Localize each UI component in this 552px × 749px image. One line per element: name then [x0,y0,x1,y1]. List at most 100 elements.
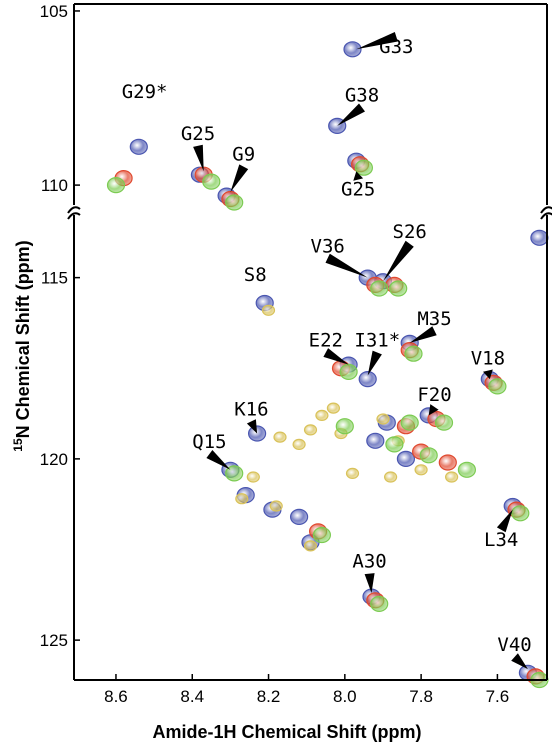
peak-green [225,194,244,211]
peak-yellow [246,471,260,483]
annotation-arrow [325,253,368,278]
peak-green [511,505,530,522]
y-axis-title-main: N Chemical Shift (ppm) [13,240,33,438]
peak-green [370,595,389,613]
peak-yellow [315,409,329,421]
annotation-arrow [383,240,414,282]
peak-label: S26 [393,221,427,243]
annotation-arrow [409,326,437,343]
peak-label: F20 [417,384,451,406]
annotation-arrow [428,404,439,416]
peak-blue [396,450,415,467]
peak-label: G29* [122,81,168,103]
peak-yellow [303,540,318,552]
y-tick-label: 110 [41,176,68,195]
peak-label: L34 [484,529,518,551]
annotation-arrow [367,350,382,376]
x-tick-label: 8.0 [333,687,357,706]
x-axis-title: Amide-1H Chemical Shift (ppm) [152,722,421,742]
axis-break-mark [67,212,81,220]
peak-green [385,436,404,453]
x-tick-label: 8.4 [180,687,204,706]
annotation-arrow [193,144,204,172]
peak-green [488,378,507,395]
peak-green [225,465,244,482]
peak-label: G25 [181,123,215,145]
peak-yellow [384,471,398,483]
peak-label: E22 [309,330,343,352]
peak-green [457,461,476,478]
peak-green [434,414,454,431]
annotation-arrow [206,450,231,470]
peak-label: M35 [417,308,451,330]
x-tick-label: 8.6 [104,687,128,706]
peak-green [339,363,358,380]
annotation-arrow [230,164,249,193]
peak-green [312,526,331,544]
peak-label: G25 [341,179,375,201]
peak-red [438,454,457,471]
peak-yellow [235,493,249,505]
peak-green [354,159,373,176]
annotation-arrow [353,171,364,181]
peak-green [335,418,354,435]
peak-green [419,447,438,464]
peak-label: V40 [497,634,531,656]
peak-yellow [292,438,306,450]
peak-blue [358,371,377,388]
peak-green [106,177,126,194]
x-axis-ticks: 8.6 8.4 8.2 8.0 7.8 7.6 [104,674,509,706]
annotation-arrow [356,32,398,50]
peak-label: K16 [234,398,268,420]
y-tick-label: 120 [40,450,68,469]
peak-yellow [303,424,318,436]
peak-label: I31* [354,330,400,352]
annotation-arrow [246,419,258,434]
peak-label: G38 [345,85,379,107]
y-tick-label: 115 [41,269,68,288]
peak-yellow [269,500,283,512]
annotation-arrow [364,573,375,593]
axis-break-mark [67,206,81,214]
peak-label: Q15 [192,431,226,453]
peak-label: S8 [244,264,267,286]
annotations-layer: G29* G25 G9 G33 G38 G25 S8 V36 S26 M35 I31* E22 V18 F… [122,32,532,670]
peak-blue [530,229,549,246]
plot-frame [67,3,552,681]
y-axis-title-superscript: 15 [11,438,25,452]
y-tick-label: 105 [40,2,68,21]
x-tick-label: 8.2 [257,687,281,706]
annotation-arrow [496,509,513,533]
peak-yellow [445,471,459,483]
peak-yellow [376,413,390,425]
peak-yellow [261,304,276,316]
x-tick-label: 7.8 [409,687,433,706]
peak-green [202,173,221,190]
peak-green [400,414,419,431]
peak-blue [343,41,362,58]
axis-break-mark [540,206,552,214]
peak-blue [366,432,385,449]
peak-label: G33 [379,36,413,58]
peak-label: V36 [311,235,345,257]
peak-label: V18 [471,348,505,370]
peak-yellow [273,431,287,443]
peak-green [370,280,389,297]
y-axis-title: 15N Chemical Shift (ppm) [11,240,33,451]
peak-label: G9 [232,144,255,166]
peak-yellow [326,402,340,414]
peak-label: A30 [352,551,386,573]
peak-yellow [414,464,428,476]
y-tick-label: 125 [40,631,68,650]
x-tick-label: 7.6 [486,687,510,706]
peak-green [404,345,423,362]
peaks-layer [106,41,549,689]
peak-blue [129,138,148,155]
peak-yellow [345,467,360,479]
y-axis-ticks: 105 110 115 120 125 [40,2,80,650]
peak-green [389,280,408,297]
annotation-arrow [511,653,528,670]
annotation-arrow [337,103,365,126]
annotation-arrow [483,369,493,380]
